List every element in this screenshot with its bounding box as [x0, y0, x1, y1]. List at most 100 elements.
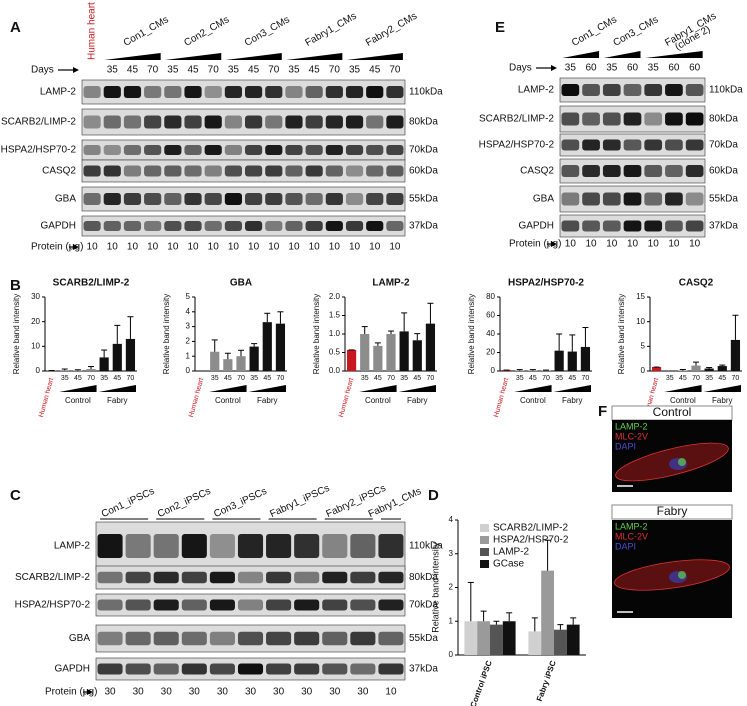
legend-swatch [480, 524, 489, 532]
stain-label: MLC-2V [615, 531, 648, 541]
y-tick-label: 40 [486, 329, 495, 338]
kda-label: 37kDa [409, 221, 438, 232]
sample-label: Fabry2_CMs [364, 11, 419, 49]
group-label: Fabry [712, 396, 732, 405]
band [103, 145, 121, 155]
kda-label: 80kDa [409, 572, 438, 583]
error-bar [127, 316, 134, 339]
blot-label: GBA [69, 633, 90, 644]
band [153, 631, 179, 646]
band [97, 571, 123, 584]
sample-label: Con1_CMs [570, 14, 619, 49]
protein-amount: 30 [301, 687, 313, 698]
error-bar [570, 617, 577, 625]
y-tick-label: 80 [486, 292, 495, 301]
band [305, 115, 323, 129]
x-tick-label: Control iPSC [469, 659, 494, 706]
panel-letter: A [10, 19, 21, 36]
error-bar [427, 302, 434, 324]
wedge [209, 385, 247, 392]
legend-label: HSPA2/HSP70-2 [493, 535, 569, 546]
band [350, 663, 376, 675]
band [665, 220, 683, 232]
band [164, 165, 182, 177]
protein-amount: 10 [309, 242, 321, 253]
arrowhead [551, 241, 557, 247]
protein-amount: 10 [369, 242, 381, 253]
error-bar [732, 314, 739, 340]
chart-title: HSPA2/HSP70-2 [508, 278, 584, 289]
band [325, 165, 343, 177]
band [153, 534, 179, 558]
wedge [346, 53, 403, 60]
y-axis-label: Relative band intensity [430, 542, 440, 633]
x-tick-label: Fabry iPSC [535, 659, 558, 702]
error-bar [114, 324, 121, 344]
y-tick-label: 15 [636, 292, 645, 301]
band [103, 86, 121, 98]
error-bar [361, 326, 368, 334]
x-tick-label: 35 [61, 375, 69, 382]
band [322, 663, 348, 675]
y-tick-label: 0 [449, 650, 454, 659]
error-bar [706, 367, 713, 369]
band [644, 220, 663, 232]
protein-amount: 30 [329, 687, 341, 698]
band [164, 193, 182, 205]
x-tick-label: 45 [263, 375, 271, 382]
band [623, 192, 642, 206]
stain-label: DAPI [615, 441, 636, 451]
band [153, 663, 179, 675]
band [665, 139, 683, 151]
band [561, 192, 580, 206]
band [209, 534, 235, 558]
wedge [553, 385, 591, 392]
error-bar [388, 330, 394, 334]
sample-label: Con3_CMs [243, 14, 292, 49]
band [378, 663, 404, 675]
band [83, 86, 101, 98]
kda-label: 80kDa [409, 117, 438, 128]
bar [210, 351, 220, 371]
bar [691, 365, 701, 371]
bar [477, 621, 490, 655]
band [144, 115, 162, 129]
protein-amount: 10 [627, 239, 639, 250]
legend-swatch [480, 536, 489, 544]
group-label: Fabry [257, 396, 277, 405]
bar [125, 338, 136, 371]
band [665, 192, 683, 206]
x-tick-label: 35 [555, 375, 563, 382]
protein-amount: 10 [248, 242, 260, 253]
x-tick-label: 45 [568, 375, 576, 382]
day-label: 45 [127, 65, 139, 76]
bar [541, 570, 554, 655]
bar [249, 346, 259, 371]
band [685, 139, 704, 151]
day-label: 35 [349, 65, 361, 76]
chart-title: SCARB2/LIMP-2 [53, 278, 130, 289]
y-axis-label: Relative band intensity [467, 294, 476, 375]
error-bar [61, 368, 68, 371]
band [665, 165, 683, 177]
y-tick-label: 1.0 [329, 329, 341, 338]
band [237, 631, 264, 646]
band [204, 115, 222, 129]
protein-amount: 10 [606, 239, 618, 250]
bar [60, 370, 70, 371]
band [204, 86, 222, 98]
day-label: 35 [228, 65, 240, 76]
protein-amount: 10 [228, 242, 240, 253]
band [366, 145, 384, 155]
band [181, 663, 207, 675]
band [582, 192, 600, 206]
y-axis-label: Relative band intensity [162, 294, 171, 375]
error-bar [493, 620, 500, 625]
blot-label: LAMP-2 [518, 85, 555, 96]
protein-label: Protein (μg) [45, 687, 97, 698]
band [97, 631, 123, 646]
protein-amount: 30 [245, 687, 257, 698]
y-tick-label: 0 [491, 366, 496, 375]
band [685, 84, 704, 96]
band [224, 165, 242, 177]
